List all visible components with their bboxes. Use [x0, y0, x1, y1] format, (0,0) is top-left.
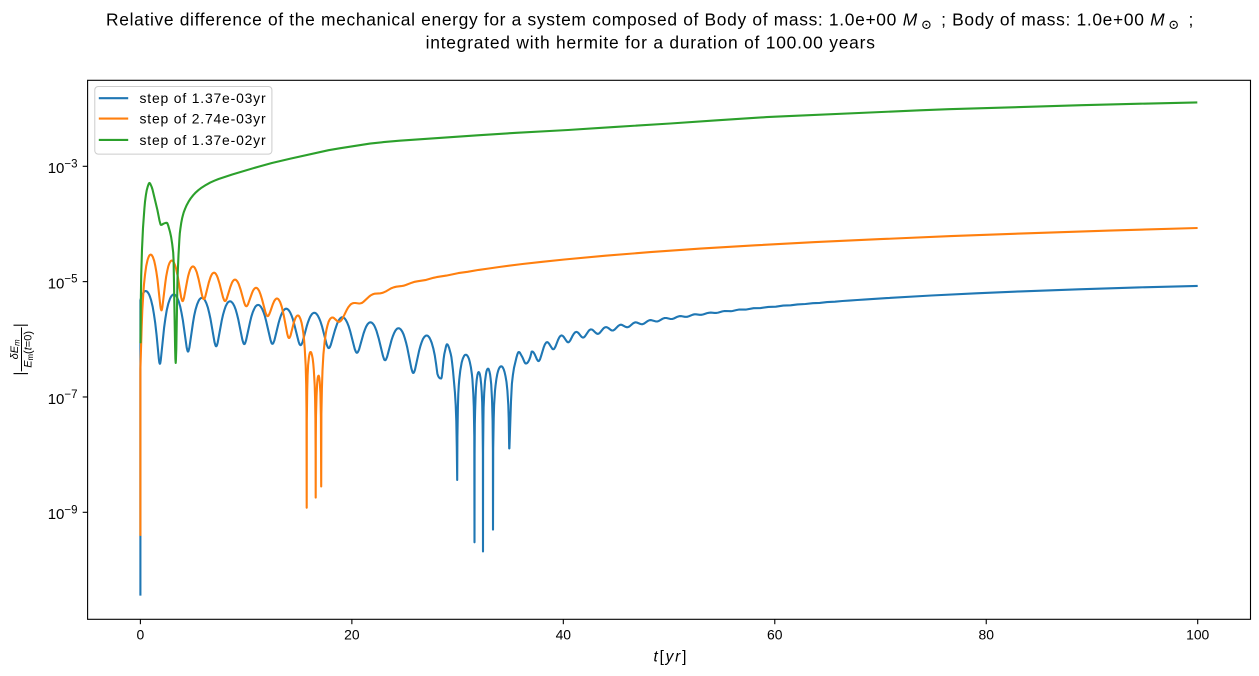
svg-text:80: 80 — [979, 626, 995, 642]
svg-text:step of 1.37e-02yr: step of 1.37e-02yr — [140, 132, 267, 148]
svg-text:100: 100 — [1186, 626, 1209, 642]
svg-text:step of 1.37e-03yr: step of 1.37e-03yr — [140, 90, 267, 106]
svg-text:60: 60 — [767, 626, 783, 642]
svg-text:Relative difference of the mec: Relative difference of the mechanical en… — [106, 9, 897, 29]
svg-text:M: M — [1150, 9, 1165, 29]
svg-text:δEm: δEm — [9, 339, 22, 359]
svg-text:M: M — [903, 9, 918, 29]
svg-text:integrated with hermite for a: integrated with hermite for a duration o… — [426, 33, 876, 53]
svg-text:; Body of mass: 1.0e+00: ; Body of mass: 1.0e+00 — [941, 9, 1144, 29]
svg-text:;: ; — [1189, 9, 1194, 29]
svg-text:40: 40 — [556, 626, 572, 642]
svg-text:0: 0 — [137, 626, 145, 642]
svg-text:20: 20 — [344, 626, 360, 642]
svg-text:Em(t=0): Em(t=0) — [22, 331, 35, 368]
svg-text:step of 2.74e-03yr: step of 2.74e-03yr — [140, 111, 267, 127]
svg-text:t[yr]: t[yr] — [654, 649, 689, 666]
